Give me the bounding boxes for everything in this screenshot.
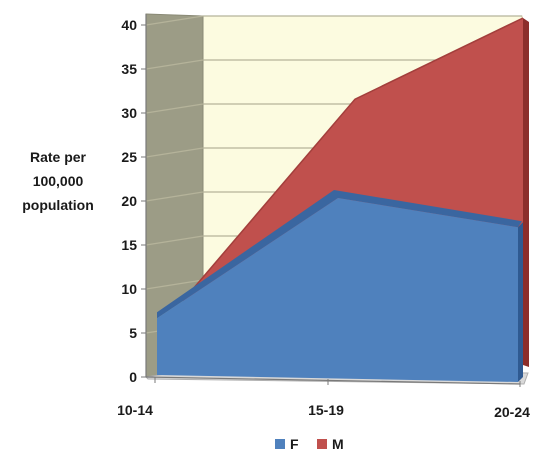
y-axis-label-line-1: Rate per <box>30 149 87 165</box>
gridline-side <box>145 147 204 158</box>
y-tick-label: 0 <box>129 369 137 385</box>
series-m-top-edge <box>182 17 524 302</box>
x-tick-label: 15-19 <box>308 402 344 418</box>
y-tick-label: 15 <box>121 237 137 253</box>
y-tick-label: 30 <box>121 105 137 121</box>
axes: 0 5 10 15 20 25 30 35 40 10-14 15-19 20-24 <box>117 14 530 420</box>
gridline-side <box>145 235 204 246</box>
legend-swatch <box>275 439 285 449</box>
y-axis-label-line-2: 100,000 <box>33 173 84 189</box>
legend-swatch <box>317 439 327 449</box>
legend-label: F <box>290 436 299 452</box>
y-axis-label-line-3: population <box>22 197 94 213</box>
gridline-side <box>145 191 204 202</box>
y-tick-label: 20 <box>121 193 137 209</box>
y-tick-label: 35 <box>121 61 137 77</box>
x-tick-label: 10-14 <box>117 402 153 418</box>
y-tick-label: 40 <box>121 17 137 33</box>
series-layer <box>157 17 529 382</box>
x-axis-line <box>145 376 521 385</box>
series-f-side <box>518 222 523 382</box>
gridline-side <box>145 103 204 114</box>
gridline-side <box>145 279 204 290</box>
series-m-side <box>523 18 529 367</box>
gridline-side <box>145 59 204 70</box>
y-tick-label: 10 <box>121 281 137 297</box>
x-tick-label: 20-24 <box>494 404 530 420</box>
y-tick-label: 5 <box>129 325 137 341</box>
gridline-side <box>145 15 204 26</box>
y-tick-label: 25 <box>121 149 137 165</box>
legend-label: M <box>332 436 344 452</box>
series-f-area <box>157 198 518 382</box>
